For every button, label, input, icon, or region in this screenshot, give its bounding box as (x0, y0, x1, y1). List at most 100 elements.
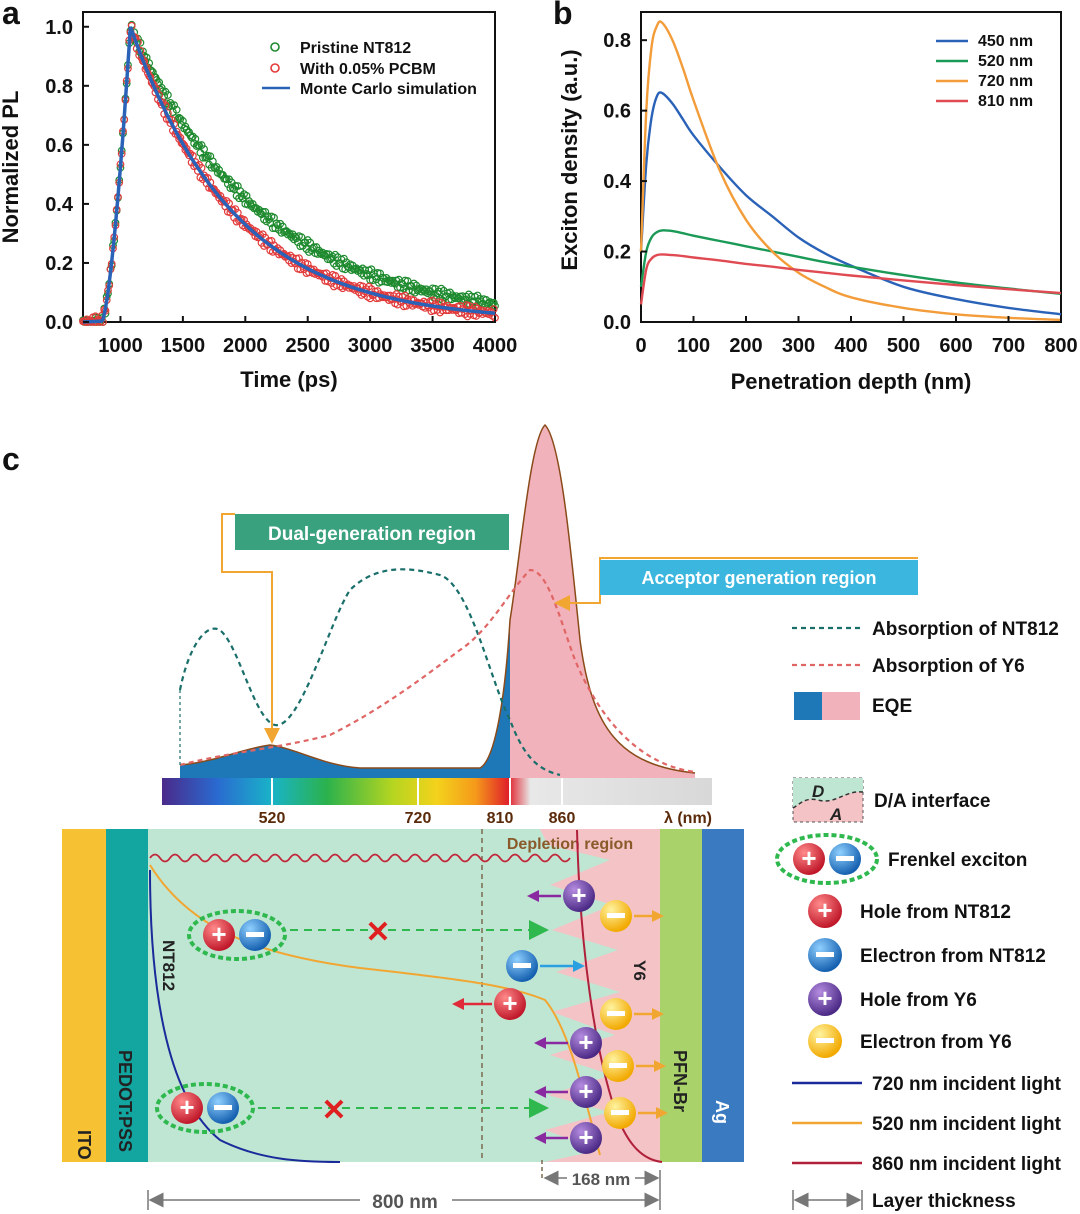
hole-sign: + (211, 919, 226, 949)
axis-b-xtick-label: 300 (782, 335, 815, 357)
legend-label-pristine: Pristine NT812 (300, 40, 411, 57)
dim-800-label: 800 nm (372, 1192, 437, 1213)
arrowhead (656, 1107, 668, 1119)
device-diagram: ITO PEDOT:PSS PFN-Br Ag NT812 Y6 Depleti… (62, 829, 744, 1213)
hole-nt812-lower (171, 1092, 203, 1124)
hole-sign: + (571, 880, 586, 910)
legend-a: Pristine NT812 With 0.05% PCBM Monte Car… (262, 40, 477, 98)
axis-b-xtick-label: 200 (729, 335, 762, 357)
legend-exciton-ring (775, 833, 879, 885)
blocked-cross-lower: ✕ (321, 1094, 346, 1127)
legend-label-810: 810 nm (978, 93, 1033, 110)
axis-a-xtick-label: 1500 (161, 335, 206, 357)
wave-860 (149, 853, 571, 863)
arrowhead (652, 910, 664, 922)
arrowhead (452, 998, 464, 1010)
dual-label: Dual-generation region (268, 524, 476, 545)
electron-sign (611, 1110, 629, 1115)
marker-pristine (262, 217, 271, 226)
legend-exciton-hole (793, 843, 825, 875)
axis-a-xtick-label: 1000 (98, 335, 143, 357)
legend-b: 450 nm 520 nm 720 nm 810 nm (936, 33, 1033, 110)
electron-sign (246, 932, 264, 937)
layer-pedot (106, 829, 148, 1162)
legend-label-860: 860 nm incident light (872, 1154, 1062, 1175)
chart-b: 0 100 200 300 400 500 600 700 800 0.0 0.2 0.4 0.6 0.8… (557, 11, 1078, 394)
legend-label-da: D/A interface (874, 791, 991, 812)
hole-sign: + (179, 1092, 194, 1122)
marker-pristine (378, 273, 387, 282)
marker-pristine (228, 184, 237, 192)
acceptor-label-box (600, 560, 918, 595)
spectrum-label-520: 520 (259, 810, 286, 827)
marker-pristine (258, 207, 267, 216)
blocked-cross-upper: ✕ (365, 916, 390, 949)
electron-sign (513, 963, 531, 968)
axis-ylabel-b: Exciton density (a.u.) (557, 49, 582, 270)
acceptor-label: Acceptor generation region (641, 568, 876, 588)
axis-b-xtick-label: 0 (635, 335, 646, 357)
legend-label-electron-y6: Electron from Y6 (860, 1032, 1012, 1053)
legend-da-line (792, 791, 864, 809)
layer-label-pedot: PEDOT:PSS (115, 1050, 135, 1152)
electron-sign (816, 1038, 834, 1043)
hole-y6 (563, 880, 595, 912)
layer-label-pfn: PFN-Br (670, 1050, 690, 1112)
axis-a-xtick-label: 2000 (223, 335, 268, 357)
series-810-nm (639, 253, 1062, 305)
legend-label-montecarlo: Monte Carlo simulation (300, 81, 477, 98)
marker-pristine (261, 207, 270, 216)
legend-da-d: D (812, 782, 824, 801)
axis-a-ytick-label: 0.8 (45, 76, 73, 98)
electron-sign (214, 1105, 232, 1110)
marker-pristine (202, 153, 211, 161)
marker-pristine (292, 234, 301, 243)
layer-label-y6: Y6 (630, 960, 649, 981)
marker-pcbm (295, 254, 303, 263)
panel-label-a: a (2, 0, 20, 31)
series-montecarlo (82, 26, 496, 324)
dual-label-box (235, 514, 509, 550)
hole-y6 (570, 1027, 602, 1059)
legend-marker-pristine (270, 42, 280, 52)
axis-a-ytick-label: 0.0 (45, 312, 73, 334)
marker-pristine (376, 269, 385, 278)
dim-800-bg (360, 1190, 452, 1212)
hole-nt812-upper (203, 919, 235, 951)
arrowhead (534, 1132, 546, 1144)
hole-sign: + (578, 1027, 593, 1057)
axis-a-xtick-label: 2500 (285, 335, 330, 357)
legend-label-450: 450 nm (978, 33, 1033, 50)
marker-pcbm (365, 282, 373, 291)
axis-a-ytick-label: 1.0 (45, 17, 73, 39)
axis-b-ytick-label: 0.4 (603, 171, 632, 193)
legend-marker-pcbm (270, 63, 280, 73)
panel-label-b: b (553, 0, 573, 31)
electron-sign (836, 856, 854, 861)
electron-sign (609, 1063, 627, 1068)
axis-b-xtick-label: 500 (887, 335, 920, 357)
axis-a-ytick-label: 0.2 (45, 253, 73, 275)
legend-eqe-blue (794, 692, 822, 720)
frenkel-exciton-upper (187, 909, 287, 961)
eqe-outline (179, 423, 696, 774)
axis-ylabel-a: Normalized PL (0, 91, 23, 244)
plot-area-a (82, 11, 496, 323)
dim-168-label: 168 nm (572, 1170, 631, 1189)
marker-pristine (226, 184, 235, 192)
hole-sign: + (817, 983, 832, 1013)
legend-label-pcbm: With 0.05% PCBM (300, 61, 436, 78)
dim-168-bg (567, 1168, 635, 1188)
electron-sign (607, 1011, 625, 1016)
legend-label-eqe: EQE (872, 696, 912, 717)
marker-pristine (172, 105, 181, 114)
marker-pristine (200, 145, 209, 154)
marker-pristine (163, 91, 172, 99)
legend-label-electron-nt812: Electron from NT812 (860, 946, 1046, 967)
marker-pcbm (392, 290, 401, 298)
legend-label-720: 720 nm incident light (872, 1074, 1062, 1095)
marker-pcbm (247, 226, 256, 235)
axis-b-xtick-label: 600 (939, 335, 972, 357)
panel-label-c: c (2, 441, 20, 477)
arrowhead (527, 890, 539, 902)
